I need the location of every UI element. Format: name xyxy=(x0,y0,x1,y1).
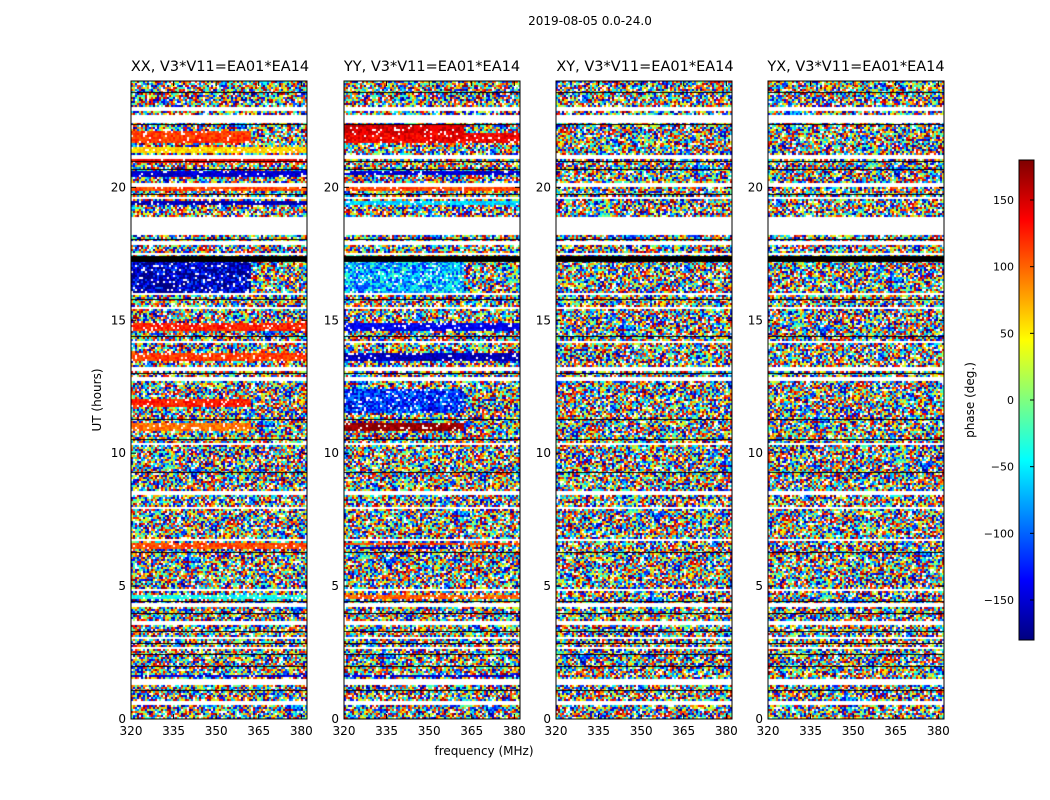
x-tick-label-yx-380: 380 xyxy=(927,724,950,738)
x-tick-label-yy-380: 380 xyxy=(503,724,526,738)
plot-frame-xy xyxy=(555,80,733,720)
plot-frame-yy xyxy=(343,80,521,720)
plot-frame-xx xyxy=(130,80,308,720)
x-axis-label: frequency (MHz) xyxy=(434,744,533,758)
heatmap-image-xx xyxy=(131,81,307,719)
x-tick-label-xx-350: 350 xyxy=(205,724,228,738)
y-tick-label-xy-10: 10 xyxy=(536,446,551,460)
y-tick-label-yx-15: 15 xyxy=(748,313,763,327)
x-tick-label-xx-380: 380 xyxy=(290,724,313,738)
colorbar-tick-label-3: 0 xyxy=(1007,394,1014,407)
y-tick-label-xx-0: 0 xyxy=(118,712,126,726)
y-tick-label-xx-20: 20 xyxy=(111,180,126,194)
colorbar-tick-label-4: −50 xyxy=(991,461,1014,474)
y-tick-label-yx-10: 10 xyxy=(748,446,763,460)
panel-title-yy: YY, V3*V11=EA01*EA14 xyxy=(343,59,521,75)
y-tick-label-xy-20: 20 xyxy=(536,180,551,194)
heatmap-image-yx xyxy=(768,81,944,719)
heatmap-image-xy xyxy=(556,81,732,719)
colorbar-label: phase (deg.) xyxy=(963,362,977,438)
y-tick-label-yy-10: 10 xyxy=(324,446,339,460)
colorbar-tick-label-0: 150 xyxy=(993,194,1014,207)
y-tick-label-yx-0: 0 xyxy=(755,712,763,726)
x-tick-label-xy-380: 380 xyxy=(715,724,738,738)
y-tick-label-yy-5: 5 xyxy=(331,579,339,593)
x-tick-label-yy-350: 350 xyxy=(418,724,441,738)
y-tick-label-xy-0: 0 xyxy=(543,712,551,726)
panel-title-yx: YX, V3*V11=EA01*EA14 xyxy=(767,59,945,75)
panel-title-xy: XY, V3*V11=EA01*EA14 xyxy=(556,59,734,75)
y-axis-label: UT (hours) xyxy=(90,368,104,431)
colorbar-tick-label-2: 50 xyxy=(1000,327,1014,340)
x-tick-label-yx-365: 365 xyxy=(884,724,907,738)
x-tick-label-xy-350: 350 xyxy=(630,724,653,738)
y-tick-label-yy-15: 15 xyxy=(324,313,339,327)
x-tick-label-yx-320: 320 xyxy=(757,724,780,738)
y-tick-label-xx-10: 10 xyxy=(111,446,126,460)
x-tick-label-xx-365: 365 xyxy=(247,724,270,738)
x-tick-label-yx-335: 335 xyxy=(799,724,822,738)
colorbar-tick-label-6: −150 xyxy=(984,594,1014,607)
x-tick-label-xy-320: 320 xyxy=(545,724,568,738)
panel-title-xx: XX, V3*V11=EA01*EA14 xyxy=(130,59,310,75)
y-tick-label-xy-15: 15 xyxy=(536,313,551,327)
x-tick-label-yy-335: 335 xyxy=(375,724,398,738)
x-tick-label-xy-335: 335 xyxy=(587,724,610,738)
y-tick-label-xy-5: 5 xyxy=(543,579,551,593)
y-tick-label-yx-20: 20 xyxy=(748,180,763,194)
colorbar-tick-label-1: 100 xyxy=(993,261,1014,274)
y-tick-label-xx-15: 15 xyxy=(111,313,126,327)
y-tick-label-yy-20: 20 xyxy=(324,180,339,194)
x-tick-label-yy-320: 320 xyxy=(333,724,356,738)
x-tick-label-yx-350: 350 xyxy=(842,724,865,738)
figure-title: 2019-08-05 0.0-24.0 xyxy=(528,14,652,28)
x-tick-label-xy-365: 365 xyxy=(672,724,695,738)
y-tick-label-yx-5: 5 xyxy=(755,579,763,593)
y-tick-label-yy-0: 0 xyxy=(331,712,339,726)
y-tick-label-xx-5: 5 xyxy=(118,579,126,593)
heatmap-image-yy xyxy=(344,81,520,719)
x-tick-label-xx-335: 335 xyxy=(162,724,185,738)
colorbar-tick-label-5: −100 xyxy=(984,527,1014,540)
plot-frame-yx xyxy=(767,80,945,720)
x-tick-label-xx-320: 320 xyxy=(120,724,143,738)
x-tick-label-yy-365: 365 xyxy=(460,724,483,738)
